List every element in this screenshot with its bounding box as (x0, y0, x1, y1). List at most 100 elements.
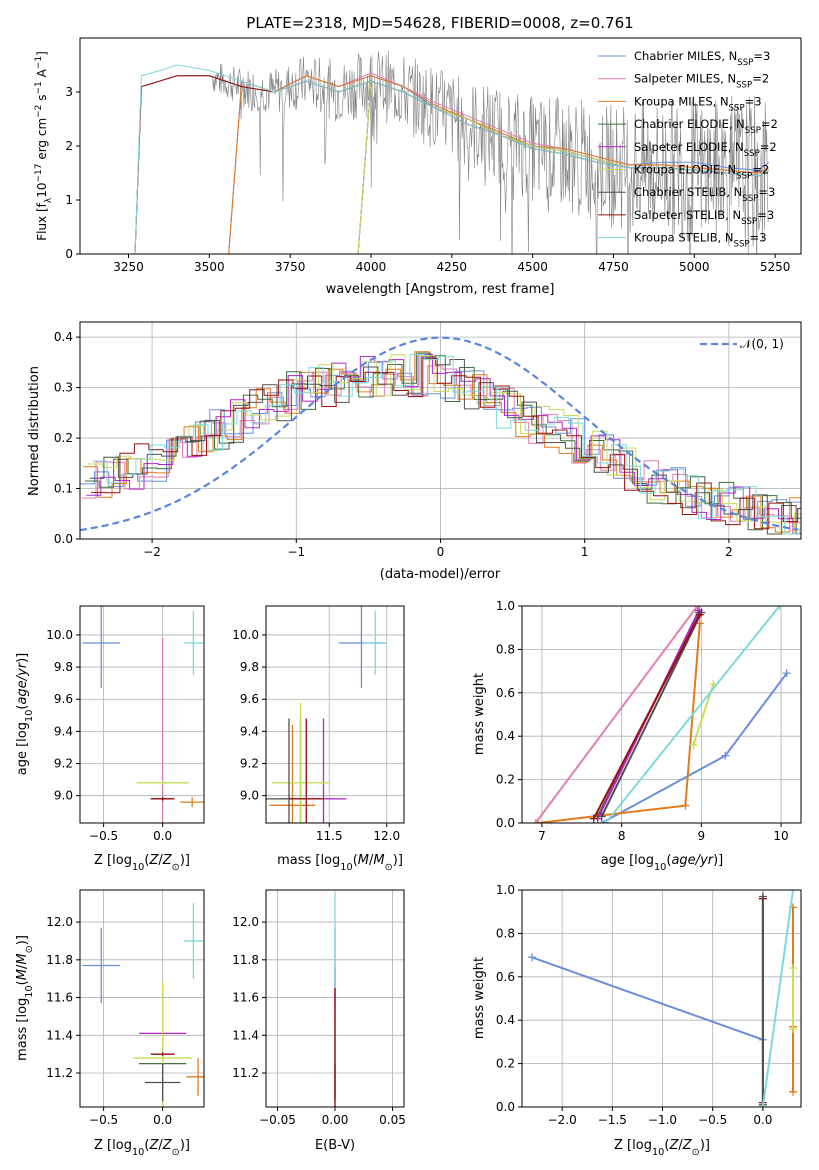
axes-frame (79, 889, 205, 1108)
mass-weight-marker (721, 751, 730, 760)
x-tick-label: 4500 (517, 260, 548, 274)
x-tick-label: 0.05 (379, 1113, 406, 1127)
figure-title: PLATE=2318, MJD=54628, FIBERID=0008, z=0… (246, 14, 633, 32)
mass-weight-marker (533, 819, 542, 823)
x-tick-label: 11.5 (316, 829, 343, 843)
y-tick-label: 11.4 (46, 1028, 73, 1042)
y-tick-label: 0.0 (496, 816, 515, 830)
histogram-step (84, 352, 801, 531)
x-tick-label: 3500 (194, 260, 225, 274)
histogram-step (86, 353, 801, 535)
y-tick-label: 11.8 (46, 953, 73, 967)
y-tick-label: 9.2 (54, 757, 73, 771)
y-tick-label: 0.4 (54, 330, 73, 344)
mass-weight-marker (689, 740, 698, 749)
legend-label: Salpeter ELODIE, NSSP=2 (634, 140, 777, 159)
mass-weight-marker (589, 814, 598, 823)
plot-area (82, 903, 204, 1107)
x-tick-label: −0.5 (89, 829, 118, 843)
mass-weight-line (537, 623, 701, 823)
age-vs-Z-axes: −0.5 0.0 9.0 9.2 9.4 9.6 9.8 10.0 Z [log10(Z/Z⊙)… (15, 605, 205, 873)
x-tick-label: −0.05 (259, 1113, 296, 1127)
histogram-step (92, 354, 801, 535)
age-Z-ylabel: age [log10(age/yr)] (15, 653, 35, 776)
y-tick-label: 9.0 (240, 789, 259, 803)
x-tick-label: −1.5 (598, 1113, 627, 1127)
y-tick-label: 3 (65, 85, 73, 99)
histogram-step (83, 351, 801, 533)
histogram-step (91, 357, 801, 530)
x-tick-label: −1 (287, 545, 305, 559)
y-tick-label: 12.0 (232, 915, 259, 929)
model-spectrum-line (80, 64, 769, 254)
y-tick-label: 10.0 (46, 628, 73, 642)
y-tick-label: 0.3 (54, 381, 73, 395)
mass-weight-marker (601, 819, 610, 823)
x-tick-label: 4250 (437, 260, 468, 274)
legend-label: Salpeter STELIB, NSSP=3 (634, 208, 774, 227)
legend-label: Kroupa ELODIE, NSSP=2 (634, 163, 769, 182)
y-tick-label: 2 (65, 139, 73, 153)
mass-weight-marker (758, 1103, 767, 1107)
mass-weight-marker (528, 953, 537, 962)
x-tick-label: 5000 (679, 260, 710, 274)
mass-weight-line (761, 890, 794, 1107)
histogram-ylabel: Normed distribution (27, 366, 42, 496)
y-tick-label: 9.8 (54, 660, 73, 674)
mass-weight-marker (788, 890, 797, 894)
legend-label: Kroupa MILES, NSSP=3 (634, 94, 762, 113)
x-tick-label: 10 (773, 829, 788, 843)
x-tick-label: 0 (437, 545, 445, 559)
y-tick-label: 11.2 (46, 1066, 73, 1080)
x-tick-label: 12.0 (373, 829, 400, 843)
legend-label: Chabrier ELODIE, NSSP=2 (634, 117, 778, 136)
mass-weight-line (531, 956, 764, 1041)
x-tick-label: 9 (698, 829, 706, 843)
x-tick-label: 0.0 (153, 1113, 172, 1127)
axes-frame (265, 605, 405, 824)
plot-area (528, 890, 797, 1107)
mass-vs-Z-axes: −0.5 0.0 11.2 11.4 11.6 11.8 12.0 Z [log10(Z/Z⊙… (15, 889, 205, 1158)
x-tick-label: −0.5 (89, 1113, 118, 1127)
x-tick-label: −2 (143, 545, 161, 559)
mass-ebv-xlabel: E(B-V) (315, 1138, 355, 1153)
weight-Z-ylabel: mass weight (472, 957, 487, 1039)
mass-vs-ebv-axes: −0.05 0.00 0.05 11.2 11.4 11.6 11.8 12.0 E(B-V) (232, 889, 406, 1153)
y-tick-label: 9.4 (54, 724, 73, 738)
histogram-xlabel: (data-model)/error (380, 567, 501, 582)
y-tick-label: 9.0 (54, 789, 73, 803)
mass-weight-line (592, 614, 701, 820)
weight-age-xlabel: age [log10(age/yr)] (601, 853, 724, 873)
x-tick-label: −2.0 (548, 1113, 577, 1127)
x-tick-label: 0.00 (322, 1113, 349, 1127)
y-tick-label: 1.0 (496, 599, 515, 613)
x-tick-label: 8 (618, 829, 626, 843)
legend-label: Salpeter MILES, NSSP=2 (634, 72, 769, 91)
y-tick-label: 0.2 (54, 431, 73, 445)
mass-weight-marker (597, 812, 606, 821)
plot-area (80, 50, 770, 254)
y-tick-label: 0.4 (496, 729, 515, 743)
y-tick-label: 9.2 (240, 757, 259, 771)
mass-weight-marker (681, 801, 690, 810)
weight-Z-xlabel: Z [log10(Z/Z⊙)] (614, 1138, 710, 1158)
legend-label: Kroupa STELIB, NSSP=3 (634, 231, 767, 250)
mass-Z-xlabel: Z [log10(Z/Z⊙)] (94, 1138, 190, 1158)
age-Z-xlabel: Z [log10(Z/Z⊙)] (94, 853, 190, 873)
observed-spectrum-line (212, 50, 769, 254)
mass-weight-marker (788, 1024, 797, 1033)
x-tick-label: 1 (581, 545, 589, 559)
y-tick-label: 9.6 (54, 692, 73, 706)
age-mass-xlabel: mass [log10(M/M⊙)] (277, 853, 403, 873)
spectrum-axes: 3250 3500 3750 4000 4250 4500 4750 5000 5250 0 1 2 3… (34, 37, 802, 297)
gaussian-curve (80, 336, 799, 532)
y-tick-label: 9.8 (240, 660, 259, 674)
mass-weight-line (604, 606, 781, 823)
mass-weight-marker (782, 669, 791, 678)
age-vs-mass-axes: 11.5 12.0 9.0 9.2 9.4 9.6 9.8 10.0 mass [log10(M… (232, 605, 405, 873)
y-tick-label: 10.0 (232, 628, 259, 642)
plot-layer: 3250 3500 3750 4000 4250 4500 4750 5000 5250 0 1 2 3… (15, 37, 802, 1158)
y-tick-label: 0.0 (496, 1100, 515, 1114)
axes-frame (521, 605, 802, 824)
